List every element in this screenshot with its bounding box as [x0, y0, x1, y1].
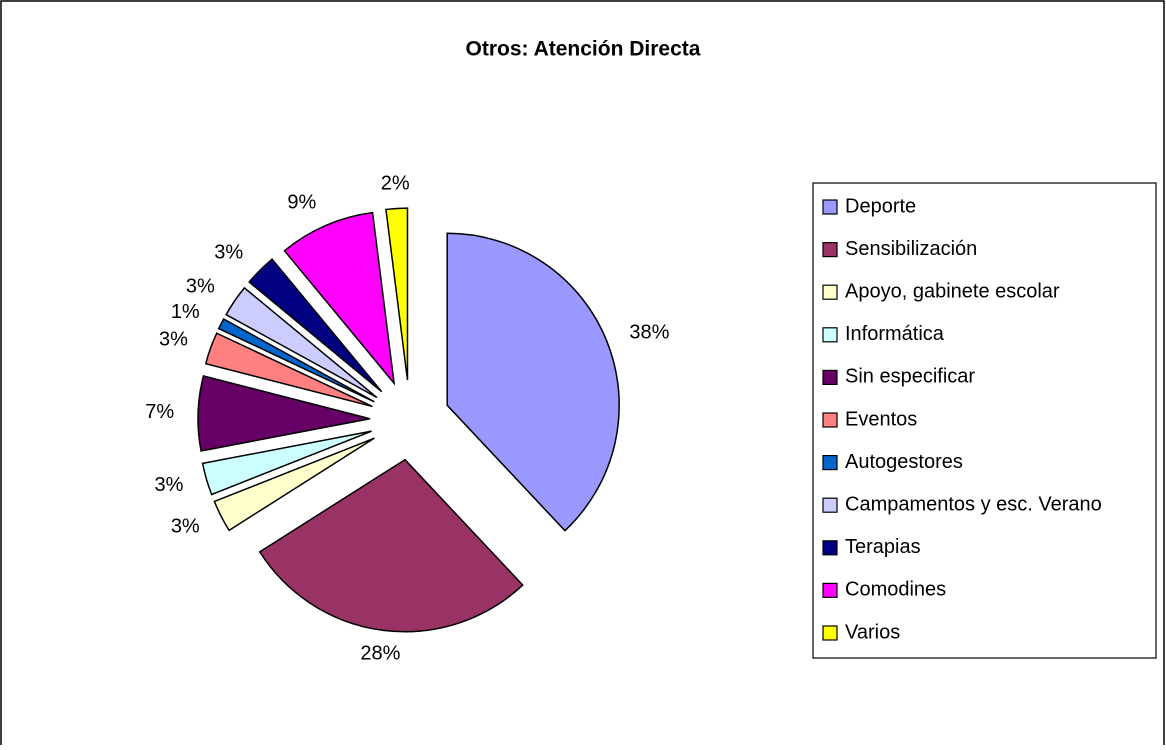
legend-swatch — [822, 625, 838, 641]
pie-slice — [446, 232, 620, 532]
pie-slice — [201, 430, 372, 496]
legend-swatch — [822, 582, 838, 599]
legend-label: Autogestores — [845, 451, 963, 473]
legend-swatch — [822, 540, 838, 556]
legend-swatch — [822, 412, 838, 428]
pie-slice — [258, 458, 524, 633]
data-label: 28% — [360, 642, 400, 664]
legend-label: Sensibilización — [845, 238, 977, 260]
legend-label: Eventos — [845, 408, 917, 430]
data-label: 3% — [214, 241, 243, 263]
legend-swatch — [822, 284, 838, 300]
legend-swatch — [822, 242, 838, 258]
data-label: 1% — [171, 301, 200, 323]
legend-swatch — [822, 327, 838, 343]
legend-label: Apoyo, gabinete escolar — [845, 280, 1060, 302]
legend-label: Deporte — [845, 195, 916, 217]
pie-slice — [248, 258, 383, 393]
pie-slice — [225, 286, 378, 399]
legend-label: Terapias — [845, 536, 921, 558]
legend-box — [812, 182, 1157, 659]
pie-slice — [283, 211, 396, 386]
legend-swatch — [822, 455, 838, 471]
pie-slice — [385, 207, 409, 381]
legend-label: Campamentos y esc. Verano — [845, 493, 1102, 515]
pie-slice — [197, 375, 371, 452]
pie-slice — [213, 437, 375, 532]
legend-label: Comodines — [845, 579, 946, 601]
legend-label: Sin especificar — [845, 366, 975, 388]
data-label: 7% — [145, 401, 174, 423]
legend-swatch — [822, 497, 838, 513]
legend-label: Varios — [845, 621, 900, 643]
data-label: 3% — [159, 328, 188, 350]
legend-swatch — [822, 199, 838, 215]
data-label: 38% — [629, 321, 669, 343]
pie-slice — [204, 332, 373, 408]
pie-slice — [217, 317, 375, 403]
data-label: 2% — [381, 173, 410, 195]
data-label: 3% — [154, 474, 183, 496]
data-label: 3% — [186, 276, 215, 298]
data-label: 9% — [287, 192, 316, 214]
legend-swatch — [822, 369, 838, 385]
legend-label: Informática — [845, 323, 945, 345]
data-label: 3% — [171, 515, 200, 537]
chart-title: Otros: Atención Directa — [466, 38, 701, 61]
